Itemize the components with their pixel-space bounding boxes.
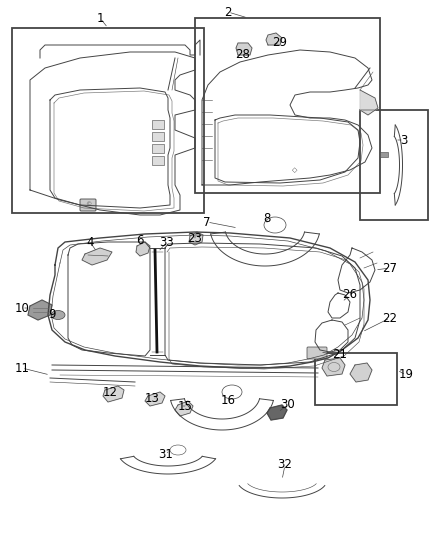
- Ellipse shape: [51, 311, 65, 319]
- Polygon shape: [189, 232, 203, 245]
- Bar: [380, 152, 388, 157]
- Polygon shape: [145, 392, 165, 406]
- Text: 19: 19: [399, 368, 413, 382]
- Text: 26: 26: [343, 288, 357, 302]
- Text: 6: 6: [136, 233, 144, 246]
- FancyBboxPatch shape: [307, 347, 327, 359]
- Text: 23: 23: [187, 231, 202, 245]
- Bar: [360, 110, 428, 220]
- Text: ©: ©: [85, 203, 91, 207]
- Bar: [315, 353, 397, 405]
- Text: 29: 29: [272, 36, 287, 49]
- Text: 16: 16: [220, 393, 236, 407]
- Polygon shape: [350, 363, 372, 382]
- Text: 27: 27: [382, 262, 398, 274]
- Text: 4: 4: [86, 236, 94, 248]
- Text: 30: 30: [281, 399, 295, 411]
- Text: 7: 7: [203, 215, 211, 229]
- Polygon shape: [322, 358, 345, 376]
- Polygon shape: [28, 300, 52, 320]
- Text: 3: 3: [400, 133, 408, 147]
- Text: 31: 31: [159, 448, 173, 462]
- Text: 8: 8: [263, 212, 271, 224]
- Polygon shape: [266, 33, 282, 45]
- Text: 2: 2: [224, 5, 232, 19]
- Polygon shape: [236, 43, 252, 55]
- Polygon shape: [136, 242, 150, 256]
- Polygon shape: [103, 386, 124, 402]
- Text: 21: 21: [332, 349, 347, 361]
- Polygon shape: [267, 405, 287, 420]
- Bar: [152, 132, 164, 141]
- Text: 32: 32: [278, 458, 293, 472]
- Text: 22: 22: [382, 311, 398, 325]
- Text: 1: 1: [96, 12, 104, 25]
- Polygon shape: [82, 248, 112, 265]
- Polygon shape: [175, 401, 193, 416]
- Text: 11: 11: [14, 361, 29, 375]
- Text: 9: 9: [48, 308, 56, 320]
- Bar: [152, 156, 164, 165]
- Bar: [195, 18, 380, 193]
- Bar: [12, 28, 204, 213]
- Text: 13: 13: [145, 392, 159, 405]
- Polygon shape: [360, 90, 378, 115]
- Text: 12: 12: [102, 386, 117, 400]
- Text: 15: 15: [177, 400, 192, 413]
- Text: 28: 28: [236, 49, 251, 61]
- Bar: [152, 144, 164, 153]
- FancyBboxPatch shape: [80, 199, 96, 211]
- Text: 10: 10: [14, 302, 29, 314]
- Text: ◇: ◇: [292, 167, 298, 173]
- Text: 33: 33: [159, 236, 174, 248]
- Bar: [152, 120, 164, 129]
